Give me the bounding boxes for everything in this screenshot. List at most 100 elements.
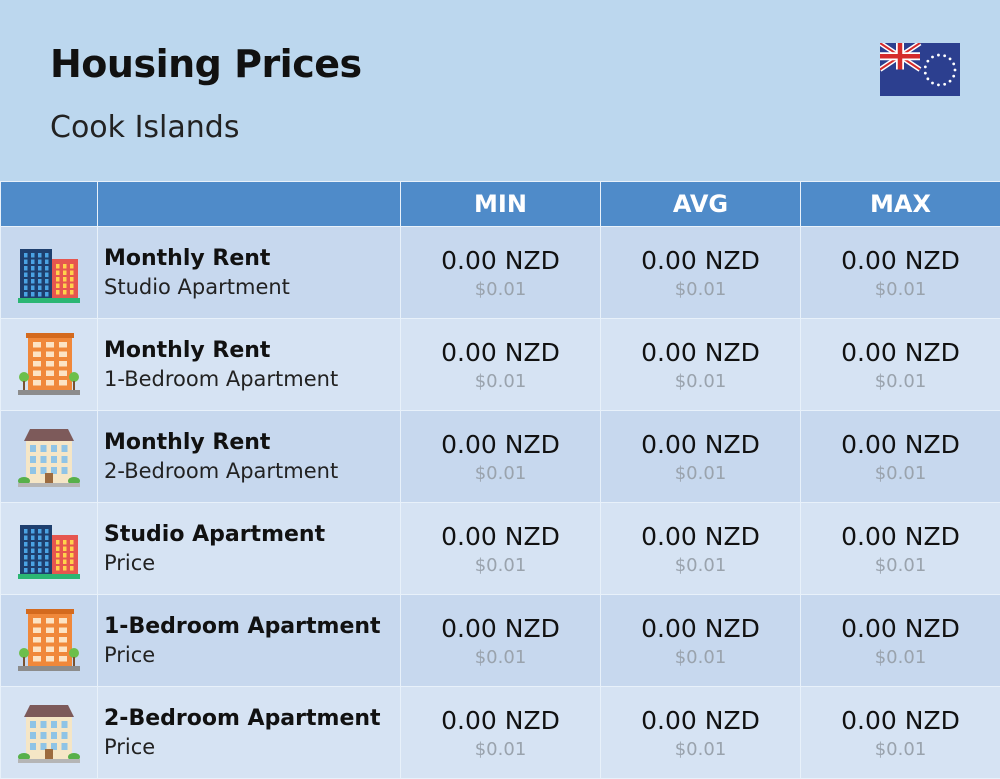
- price-cell-avg: 0.00 NZD$0.01: [601, 503, 801, 595]
- page-title: Housing Prices: [50, 42, 362, 86]
- price-nzd: 0.00 NZD: [601, 521, 800, 553]
- price-usd: $0.01: [601, 369, 800, 395]
- flag-star: [949, 80, 952, 83]
- price-cell-max: 0.00 NZD$0.01: [801, 503, 1000, 595]
- price-nzd: 0.00 NZD: [401, 337, 600, 369]
- highrise-building-icon: [18, 288, 80, 307]
- highrise-building-icon: [18, 564, 80, 583]
- table-header-row: MIN AVG MAX: [1, 182, 1000, 227]
- row-icon-cell: [1, 227, 98, 319]
- row-label-sub: 1-Bedroom Apartment: [104, 365, 400, 393]
- price-usd: $0.01: [601, 277, 800, 303]
- price-cell-avg: 0.00 NZD$0.01: [601, 319, 801, 411]
- price-usd: $0.01: [401, 277, 600, 303]
- price-cell-max: 0.00 NZD$0.01: [801, 227, 1000, 319]
- price-nzd: 0.00 NZD: [801, 245, 1000, 277]
- price-cell-min: 0.00 NZD$0.01: [401, 319, 601, 411]
- price-usd: $0.01: [801, 645, 1000, 671]
- price-usd: $0.01: [801, 553, 1000, 579]
- price-cell-max: 0.00 NZD$0.01: [801, 319, 1000, 411]
- house-building-icon: [18, 748, 80, 767]
- price-nzd: 0.00 NZD: [401, 245, 600, 277]
- price-cell-min: 0.00 NZD$0.01: [401, 687, 601, 779]
- price-nzd: 0.00 NZD: [401, 613, 600, 645]
- header-label-column: [98, 182, 401, 227]
- price-usd: $0.01: [801, 461, 1000, 487]
- header-min: MIN: [401, 182, 601, 227]
- price-nzd: 0.00 NZD: [601, 429, 800, 461]
- row-icon-cell: [1, 319, 98, 411]
- flag-star: [931, 82, 934, 85]
- price-usd: $0.01: [801, 737, 1000, 763]
- price-usd: $0.01: [601, 737, 800, 763]
- row-label-sub: 2-Bedroom Apartment: [104, 457, 400, 485]
- page-subtitle: Cook Islands: [50, 110, 239, 145]
- flag-star: [937, 54, 940, 57]
- price-nzd: 0.00 NZD: [601, 245, 800, 277]
- price-usd: $0.01: [801, 369, 1000, 395]
- row-icon-cell: [1, 411, 98, 503]
- price-usd: $0.01: [401, 645, 600, 671]
- flag-star: [952, 75, 955, 78]
- row-label-sub: Price: [104, 733, 400, 761]
- price-cell-avg: 0.00 NZD$0.01: [601, 411, 801, 503]
- flag-star: [954, 69, 957, 72]
- price-usd: $0.01: [401, 553, 600, 579]
- flag-star: [952, 63, 955, 66]
- price-nzd: 0.00 NZD: [801, 337, 1000, 369]
- price-cell-min: 0.00 NZD$0.01: [401, 411, 601, 503]
- cook-islands-flag-icon: [880, 43, 960, 96]
- price-cell-min: 0.00 NZD$0.01: [401, 227, 601, 319]
- header-max: MAX: [801, 182, 1000, 227]
- orange-apartment-building-icon: [18, 380, 80, 399]
- row-label-main: Monthly Rent: [104, 245, 400, 273]
- price-usd: $0.01: [401, 461, 600, 487]
- price-cell-avg: 0.00 NZD$0.01: [601, 595, 801, 687]
- row-label-main: 2-Bedroom Apartment: [104, 705, 400, 733]
- price-nzd: 0.00 NZD: [401, 705, 600, 737]
- flag-star: [926, 77, 929, 80]
- price-cell-max: 0.00 NZD$0.01: [801, 595, 1000, 687]
- price-usd: $0.01: [601, 461, 800, 487]
- price-nzd: 0.00 NZD: [801, 521, 1000, 553]
- price-cell-max: 0.00 NZD$0.01: [801, 687, 1000, 779]
- price-nzd: 0.00 NZD: [601, 705, 800, 737]
- price-cell-min: 0.00 NZD$0.01: [401, 595, 601, 687]
- row-icon-cell: [1, 687, 98, 779]
- price-nzd: 0.00 NZD: [601, 337, 800, 369]
- page-header: Housing Prices Cook Islands: [0, 0, 1000, 180]
- row-label-main: Monthly Rent: [104, 429, 400, 457]
- flag-star: [949, 57, 952, 60]
- price-cell-avg: 0.00 NZD$0.01: [601, 687, 801, 779]
- price-usd: $0.01: [601, 553, 800, 579]
- row-label-sub: Price: [104, 549, 400, 577]
- flag-star: [926, 60, 929, 63]
- row-icon-cell: [1, 595, 98, 687]
- price-nzd: 0.00 NZD: [801, 705, 1000, 737]
- flag-star: [924, 65, 927, 68]
- price-cell-avg: 0.00 NZD$0.01: [601, 227, 801, 319]
- header-icon-column: [1, 182, 98, 227]
- row-label-sub: Studio Apartment: [104, 273, 400, 301]
- price-cell-min: 0.00 NZD$0.01: [401, 503, 601, 595]
- price-usd: $0.01: [601, 645, 800, 671]
- price-nzd: 0.00 NZD: [601, 613, 800, 645]
- price-usd: $0.01: [401, 737, 600, 763]
- row-label-main: Monthly Rent: [104, 337, 400, 365]
- flag-star: [924, 72, 927, 75]
- row-icon-cell: [1, 503, 98, 595]
- price-cell-max: 0.00 NZD$0.01: [801, 411, 1000, 503]
- house-building-icon: [18, 472, 80, 491]
- row-label-main: Studio Apartment: [104, 521, 400, 549]
- price-nzd: 0.00 NZD: [401, 521, 600, 553]
